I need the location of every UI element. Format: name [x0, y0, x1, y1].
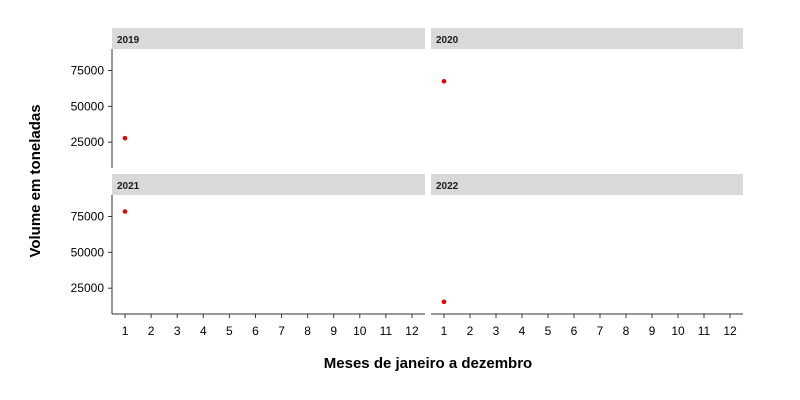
- x-tick-label-left-3: 3: [174, 324, 181, 338]
- x-tick-label-right-9: 9: [649, 324, 656, 338]
- panel-2020: 2020: [431, 28, 743, 49]
- panel-2019: 2019: [112, 28, 425, 49]
- x-tick-label-left-5: 5: [226, 324, 233, 338]
- x-tick-label-right-8: 8: [623, 324, 630, 338]
- x-tick-label-right-7: 7: [597, 324, 604, 338]
- panel-2021: 2021: [112, 174, 425, 195]
- strip-2021: [112, 174, 425, 195]
- y-tick-label-bottom-75000: 75000: [71, 210, 105, 224]
- x-ticks-left: 1 2 3 4 5 6 7 8 9 10 11 12: [122, 314, 419, 338]
- strip-2019: [112, 28, 425, 49]
- x-tick-label-right-10: 10: [671, 324, 685, 338]
- y-tick-label-bottom-25000: 25000: [71, 281, 105, 295]
- y-axis-title: Volume em toneladas: [27, 104, 44, 257]
- point-2020-0: [441, 78, 447, 84]
- x-tick-label-left-9: 9: [330, 324, 337, 338]
- x-tick-label-left-7: 7: [278, 324, 285, 338]
- y-ticks-bottom: 25000 50000 75000: [71, 210, 112, 295]
- strip-2022: [431, 174, 743, 195]
- x-tick-label-left-10: 10: [353, 324, 367, 338]
- data-points: [122, 78, 447, 305]
- x-axis-title: Meses de janeiro a dezembro: [324, 355, 532, 372]
- strip-label-2019: 2019: [117, 35, 140, 46]
- x-tick-label-right-3: 3: [493, 324, 500, 338]
- y-tick-label-top-75000: 75000: [71, 64, 105, 78]
- x-ticks-right: 1 2 3 4 5 6 7 8 9 10 11 12: [441, 314, 737, 338]
- panel-2022: 2022: [431, 174, 743, 195]
- x-tick-label-right-11: 11: [698, 324, 711, 338]
- x-tick-label-right-5: 5: [545, 324, 552, 338]
- point-2022-0: [441, 299, 447, 305]
- y-ticks-top: 25000 50000 75000: [71, 64, 112, 149]
- point-2019-0: [122, 135, 128, 141]
- x-tick-label-right-2: 2: [467, 324, 474, 338]
- strip-label-2021: 2021: [117, 181, 140, 192]
- x-tick-label-right-4: 4: [519, 324, 526, 338]
- x-tick-label-left-11: 11: [380, 324, 393, 338]
- strip-2020: [431, 28, 743, 49]
- x-tick-label-left-1: 1: [122, 324, 129, 338]
- y-tick-label-top-25000: 25000: [71, 135, 105, 149]
- x-tick-label-left-6: 6: [252, 324, 259, 338]
- x-tick-label-left-12: 12: [405, 324, 419, 338]
- strip-label-2022: 2022: [436, 181, 459, 192]
- y-tick-label-top-50000: 50000: [71, 99, 105, 113]
- x-tick-label-right-1: 1: [441, 324, 448, 338]
- x-tick-label-right-12: 12: [723, 324, 737, 338]
- strip-label-2020: 2020: [436, 35, 459, 46]
- x-tick-label-left-2: 2: [148, 324, 155, 338]
- x-tick-label-left-4: 4: [200, 324, 207, 338]
- point-2021-0: [122, 209, 128, 214]
- y-tick-label-bottom-50000: 50000: [71, 245, 105, 259]
- x-tick-label-left-8: 8: [304, 324, 311, 338]
- x-tick-label-right-6: 6: [571, 324, 578, 338]
